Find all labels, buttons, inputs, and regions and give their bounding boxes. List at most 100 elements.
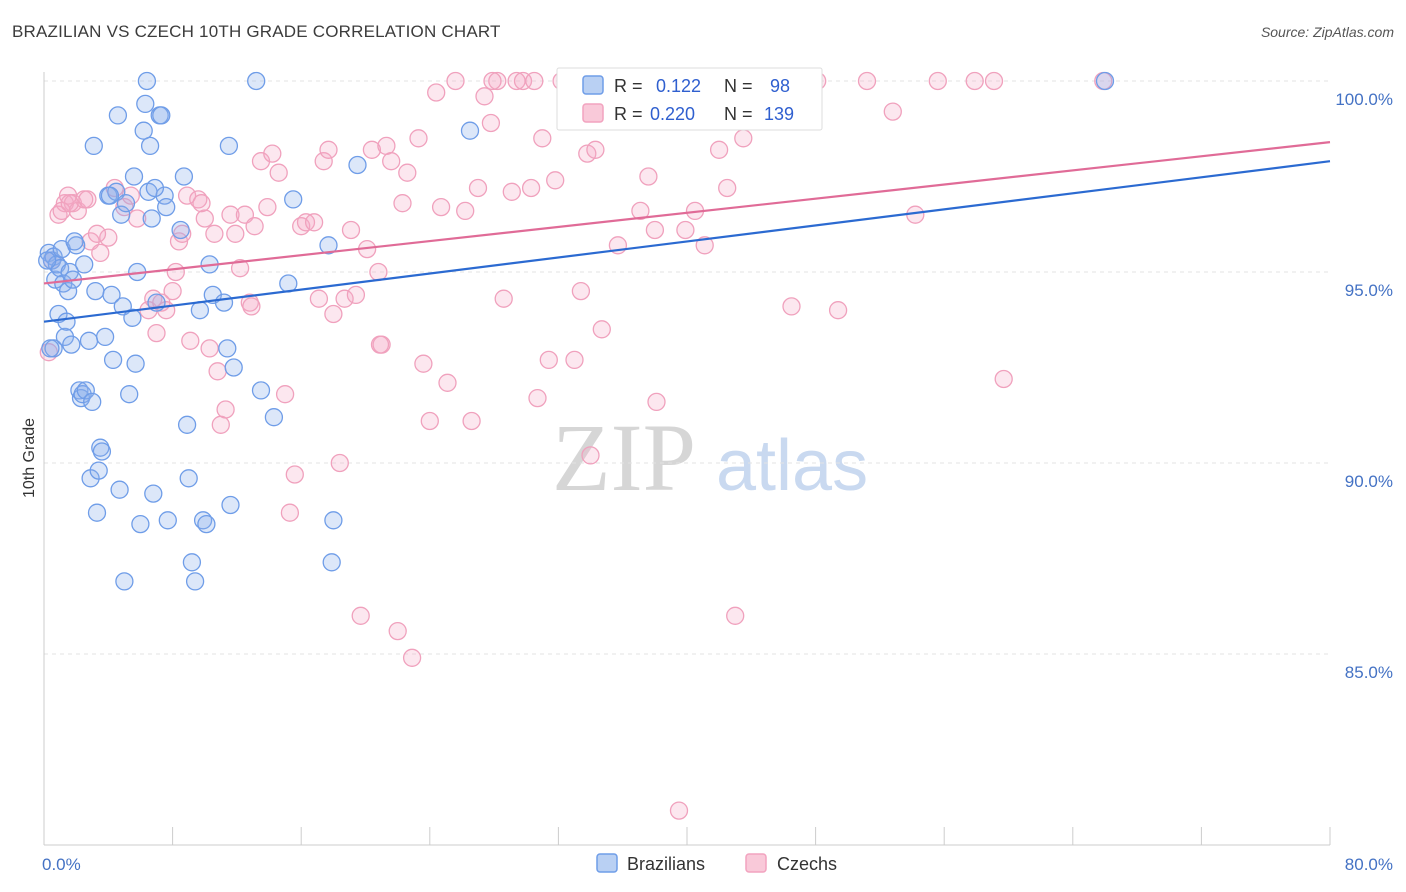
czech-point [258, 197, 277, 217]
brazilian-point [62, 335, 81, 354]
bottom-legend-swatch-czechs [745, 853, 767, 873]
czech-point [78, 190, 97, 209]
czech-point [581, 446, 600, 465]
legend-box [556, 67, 823, 131]
czech-point [346, 285, 366, 305]
brazilian-point [171, 220, 190, 240]
watermark-zip: ZIP [552, 404, 696, 511]
bottom-legend-czechs: Czechs [777, 854, 837, 874]
brazilian-point [185, 572, 205, 591]
czech-point [718, 178, 737, 198]
brazilian-point [1095, 71, 1115, 91]
brazilian-point [124, 167, 144, 186]
czech-point [984, 71, 1004, 91]
y-tick-label: 100.0% [1335, 90, 1393, 109]
czech-point [726, 606, 745, 625]
brazilian-point [157, 197, 176, 217]
czech-point [382, 152, 401, 171]
brazilian-point [57, 312, 76, 331]
czech-point [91, 243, 110, 263]
czech-point [528, 388, 547, 408]
brazilian-point [158, 511, 177, 530]
czech-point [60, 194, 79, 213]
czech-point [494, 289, 513, 308]
czech-point [586, 140, 605, 159]
y-axis-label: 10th Grade [21, 418, 38, 498]
y-tick-label: 90.0% [1345, 472, 1393, 491]
czech-point [734, 129, 753, 148]
brazilian-point [83, 392, 102, 412]
czech-point [275, 385, 295, 404]
brazilian-point [136, 94, 155, 114]
series-brazilians [38, 71, 1115, 591]
czech-point [230, 259, 250, 278]
brazilian-point [116, 194, 136, 213]
series-legend: Brazilians Czechs [596, 853, 837, 874]
czech-point [828, 301, 848, 320]
czech-point [269, 163, 288, 182]
czech-point [571, 281, 591, 301]
brazilian-point [86, 281, 105, 301]
brazilian-point [41, 339, 60, 358]
czech-point [592, 320, 611, 339]
czech-point [456, 201, 475, 221]
czech-point [280, 503, 300, 522]
legend-r-czechs: 0.220 [650, 104, 695, 124]
brazilian-point [100, 186, 120, 205]
czech-point [304, 213, 324, 232]
czech-point [414, 354, 433, 373]
czech-point [402, 648, 422, 667]
czech-point [709, 140, 729, 159]
czech-point [393, 194, 412, 213]
brazilian-point [115, 572, 134, 591]
brazilian-point [348, 155, 367, 175]
czech-point [431, 197, 451, 217]
czech-point [398, 163, 417, 182]
source-label: Source: ZipAtlas.com [1260, 24, 1394, 40]
bottom-legend-brazilians: Brazilians [627, 854, 705, 874]
x-tick-label-max: 80.0% [1345, 855, 1393, 874]
brazilian-point [264, 408, 284, 427]
brazilian-point [179, 469, 198, 488]
brazilian-point [251, 381, 271, 400]
legend-n-label-czechs: N = [724, 104, 753, 124]
brazilian-point [58, 281, 78, 301]
y-tick-label: 95.0% [1345, 281, 1393, 300]
legend-n-label-brazilians: N = [724, 76, 753, 96]
trend-lines [43, 141, 1331, 323]
brazilian-point [190, 301, 210, 320]
czech-point [475, 87, 494, 106]
brazilian-point [79, 331, 99, 350]
brazilian-point [123, 308, 142, 327]
czech-point [362, 140, 382, 159]
brazilian-point [92, 442, 112, 461]
brazilian-point [182, 553, 202, 572]
brazilian-point [38, 251, 57, 270]
czech-point [163, 281, 182, 301]
czech-point [166, 262, 185, 282]
czech-point [481, 113, 501, 133]
brazilian-point [219, 136, 239, 156]
czech-point [226, 224, 245, 243]
czech-point [324, 304, 343, 324]
czech-point [242, 297, 261, 316]
trend-line-czechs [43, 141, 1331, 285]
czech-point [782, 297, 801, 316]
czech-point [462, 411, 481, 431]
brazilian-point [84, 136, 103, 156]
brazilian-point [102, 285, 121, 305]
czech-point [147, 323, 166, 343]
legend-swatch-czechs [582, 103, 604, 123]
brazilian-point [155, 186, 174, 205]
czech-point [521, 178, 541, 198]
brazilian-point [218, 339, 237, 358]
czech-point [245, 217, 264, 236]
chart-title: BRAZILIAN VS CZECH 10TH GRADE CORRELATIO… [12, 22, 501, 41]
brazilian-point [322, 553, 341, 572]
czech-point [695, 236, 714, 255]
czech-point [181, 331, 200, 350]
brazilian-point [110, 480, 129, 499]
czech-point [539, 350, 558, 370]
brazilian-point [108, 106, 128, 125]
czech-point [330, 453, 349, 473]
